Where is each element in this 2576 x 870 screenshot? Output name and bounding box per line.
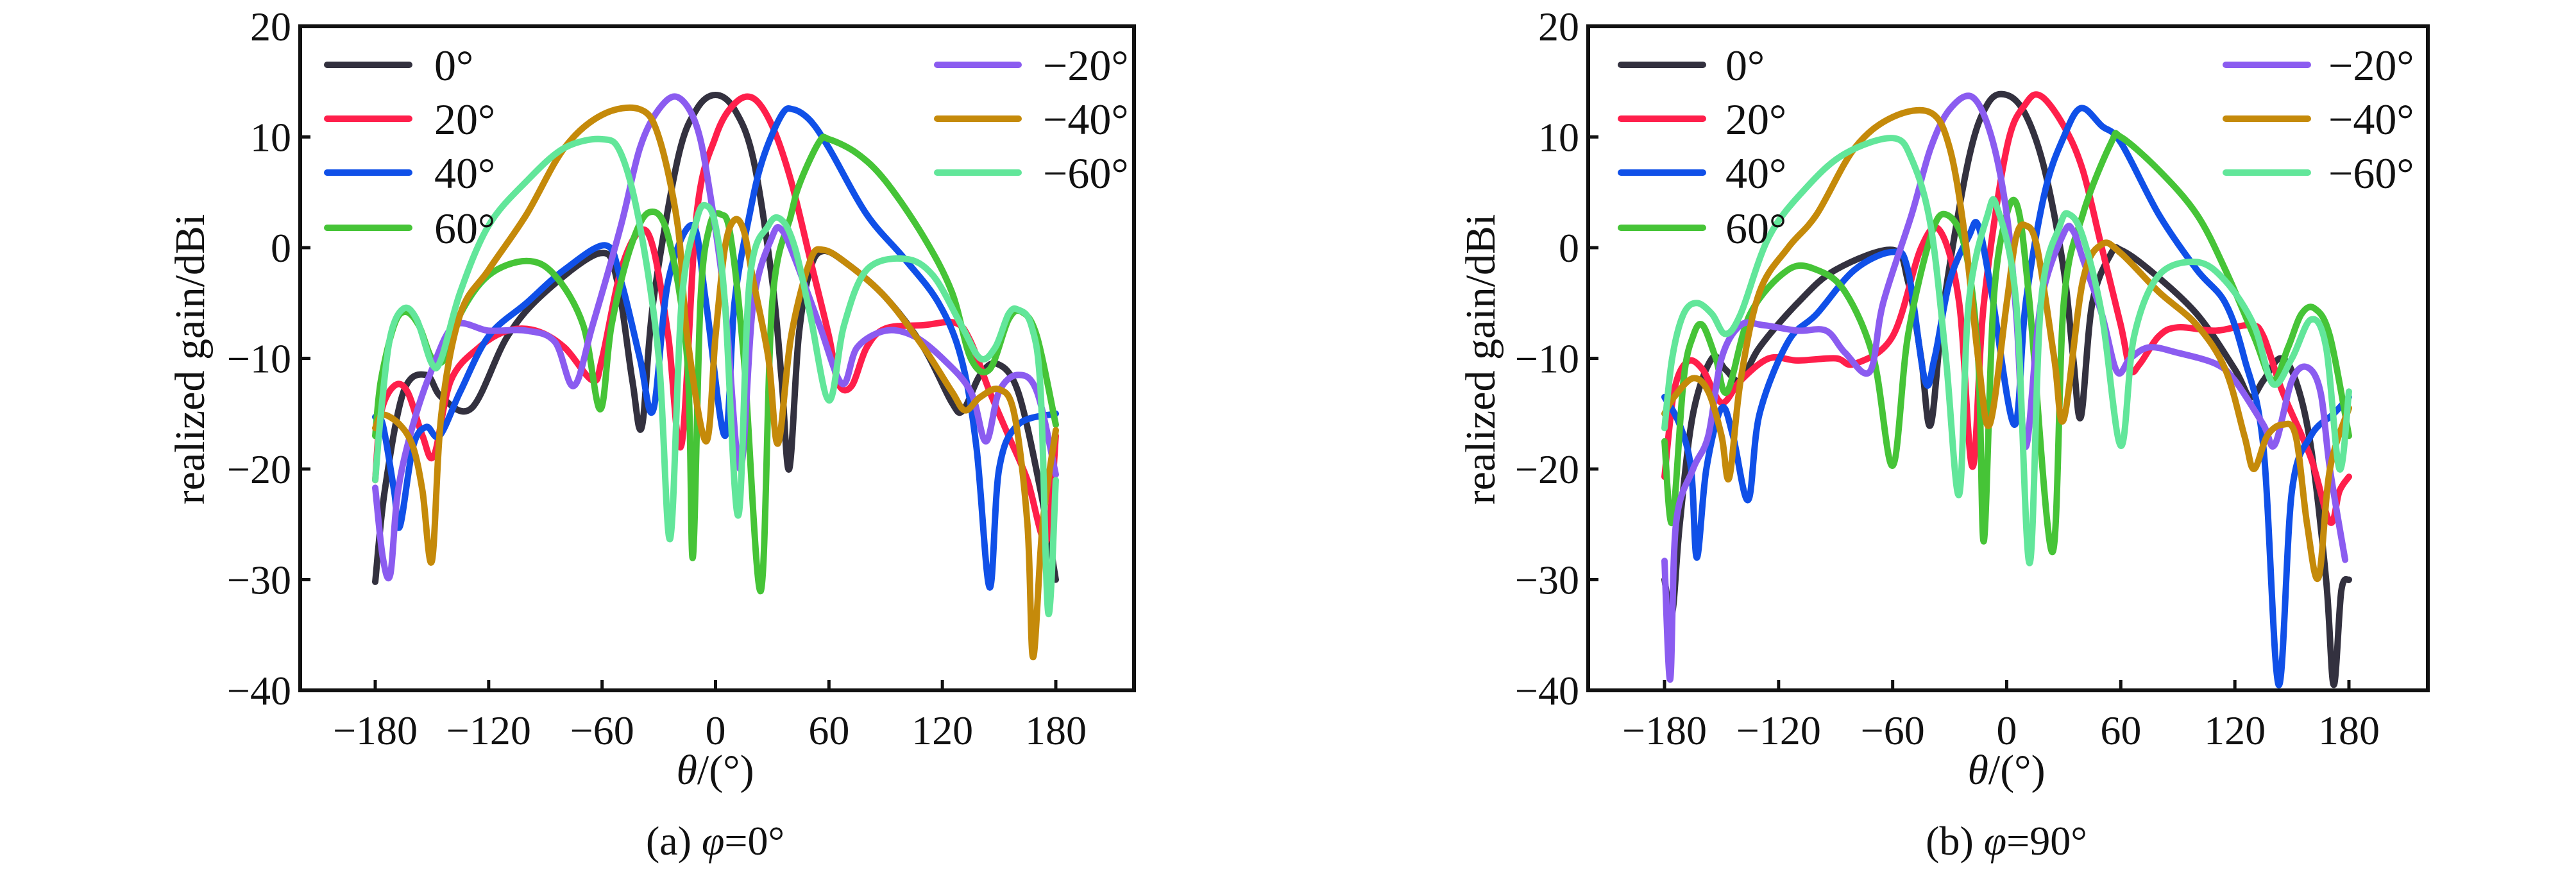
x-axis-unit: /(°) [697, 747, 754, 794]
legend-label: −20° [1043, 41, 1129, 90]
y-tick-label: 0 [1559, 225, 1579, 271]
legend-label: 20° [434, 95, 495, 144]
legend-label: −20° [2328, 41, 2414, 90]
x-tick-label: −60 [570, 708, 634, 753]
x-tick-label: −60 [1861, 708, 1925, 753]
y-tick-label: 20 [1538, 4, 1579, 49]
caption: (a) φ=0° [646, 818, 784, 864]
legend-label: 40° [1725, 149, 1786, 198]
x-tick-label: −180 [1622, 708, 1707, 753]
series-line-0deg [372, 92, 1059, 585]
series-line-minus60deg [372, 135, 1059, 618]
y-tick-label: −20 [1515, 447, 1579, 492]
legend-label: 20° [1725, 95, 1786, 144]
series-group [372, 92, 1059, 661]
y-tick-label: −40 [227, 668, 291, 713]
x-tick-label: −120 [446, 708, 531, 753]
legend-label: 0° [1725, 41, 1765, 90]
x-tick-label: −180 [333, 708, 418, 753]
y-tick-label: 20 [250, 4, 291, 49]
x-tick-label: 60 [2100, 708, 2141, 753]
legend-label: 40° [434, 149, 495, 198]
x-axis-unit: /(°) [1988, 747, 2046, 794]
legend-label: −40° [2328, 95, 2414, 144]
x-tick-label: −120 [1736, 708, 1821, 753]
series-line-minus60deg [1661, 135, 2352, 567]
series-line-minus40deg [1661, 107, 2352, 583]
x-tick-label: 180 [2318, 708, 2380, 753]
legend-label: −40° [1043, 95, 1129, 144]
y-tick-label: 0 [271, 225, 291, 271]
x-tick-label: 180 [1025, 708, 1087, 753]
series-line-minus40deg [372, 104, 1059, 661]
caption-symbol: φ [702, 818, 724, 864]
x-axis-symbol: θ [1967, 747, 1988, 794]
y-tick-label: −10 [227, 336, 291, 382]
legend-label: −60° [2328, 149, 2414, 198]
legend-label: −60° [1043, 149, 1129, 198]
y-tick-label: −40 [1515, 668, 1579, 713]
y-tick-label: −30 [227, 558, 291, 603]
caption-value: =90° [2006, 818, 2087, 864]
caption-value: =0° [724, 818, 784, 864]
x-tick-label: 120 [2204, 708, 2266, 753]
x-tick-label: 120 [911, 708, 973, 753]
x-axis-label: θ/(°) [676, 747, 754, 794]
chart-panel-b: realized gain/dBi θ/(°) (b) φ=90° −180 −1… [1457, 4, 2430, 864]
y-tick-label: 10 [1538, 115, 1579, 160]
caption-prefix: (b) [1926, 818, 1984, 864]
y-tick-label: −30 [1515, 558, 1579, 603]
caption: (b) φ=90° [1926, 818, 2087, 864]
caption-symbol: φ [1984, 818, 2006, 864]
series-group [1661, 90, 2352, 688]
series-line-60deg [1661, 130, 2352, 556]
x-tick-label: 60 [808, 708, 849, 753]
legend-label: 60° [1725, 204, 1786, 253]
caption-prefix: (a) [646, 818, 702, 864]
x-axis-label: θ/(°) [1967, 747, 2045, 794]
x-axis-symbol: θ [676, 747, 697, 794]
chart-panel-a: realized gain/dBi θ/(°) (a) φ=0° −180 −12… [167, 4, 1136, 864]
x-tick-label: 0 [1997, 708, 2017, 753]
x-tick-label: 0 [706, 708, 726, 753]
y-axis-label: realized gain/dBi [1457, 214, 1504, 505]
legend-label: 0° [434, 41, 473, 90]
y-axis-label: realized gain/dBi [167, 214, 214, 505]
y-tick-label: −10 [1515, 336, 1579, 382]
y-tick-label: 10 [250, 115, 291, 160]
y-tick-label: −20 [227, 447, 291, 492]
legend-label: 60° [434, 204, 495, 253]
